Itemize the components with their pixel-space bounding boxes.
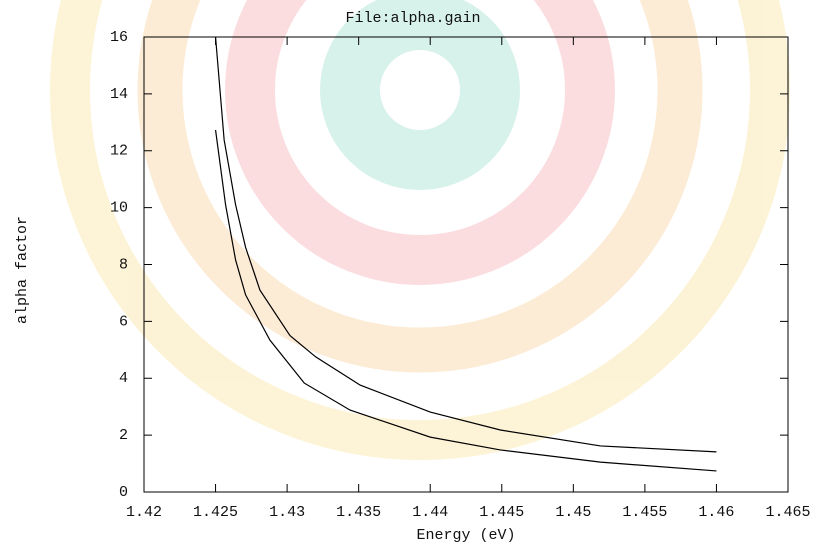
x-tick-label: 1.425 [193,504,238,521]
data-line [214,129,717,472]
watermark-ring [320,0,520,190]
x-axis-label: Energy (eV) [416,527,515,544]
chart-title: File:alpha.gain [345,10,480,27]
watermark-ring [137,0,703,373]
y-tick-label: 8 [119,256,128,273]
x-tick-label: 1.455 [622,504,667,521]
y-tick-label: 14 [110,86,128,103]
x-tick-label: 1.42 [126,504,162,521]
x-tick-label: 1.43 [269,504,305,521]
y-tick-label: 6 [119,313,128,330]
x-tick-label: 1.465 [765,504,810,521]
x-tick-label: 1.44 [412,504,448,521]
x-tick-label: 1.445 [479,504,524,521]
watermark-ring [225,0,615,285]
y-tick-label: 12 [110,143,128,160]
x-tick-label: 1.435 [336,504,381,521]
y-tick-label: 16 [110,29,128,46]
watermark-ring [50,0,790,460]
data-line [214,36,717,453]
y-axis-label: alpha factor [14,216,31,324]
y-tick-label: 4 [119,370,128,387]
watermark [50,0,790,460]
y-tick-label: 10 [110,200,128,217]
x-tick-label: 1.46 [698,504,734,521]
x-tick-label: 1.45 [555,504,591,521]
y-tick-label: 2 [119,427,128,444]
y-tick-label: 0 [119,484,128,501]
